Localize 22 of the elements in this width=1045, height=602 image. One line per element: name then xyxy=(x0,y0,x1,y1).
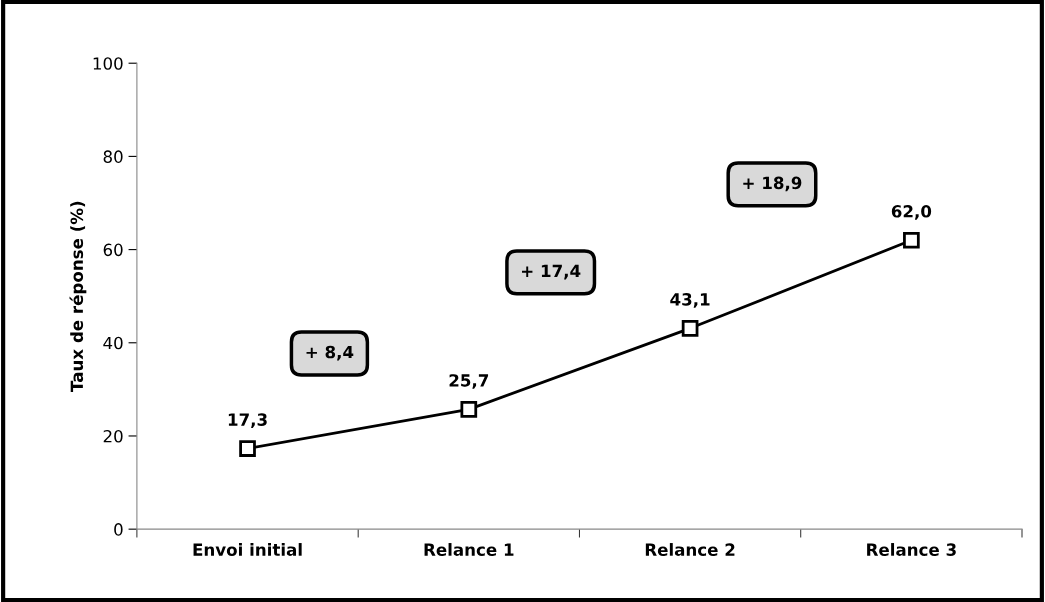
y-tick-label: 100 xyxy=(93,57,123,70)
x-tick-label: Relance 2 xyxy=(645,543,735,556)
annotation: + 18,9 xyxy=(743,176,802,192)
y-tick-label: 20 xyxy=(103,429,123,443)
point xyxy=(460,401,478,418)
x-tick-label: Envoi initial xyxy=(193,543,302,556)
y-axis-title: Taux de réponse (%) xyxy=(69,201,87,392)
y-tick-label: 0 xyxy=(114,523,123,536)
data-label: 62,0 xyxy=(891,204,932,220)
data-label: 17,3 xyxy=(228,413,267,429)
y-tick-label: 80 xyxy=(103,150,123,163)
data-label: 43,1 xyxy=(670,293,710,308)
x-tick-label: Relance 1 xyxy=(424,543,514,556)
point xyxy=(239,440,256,457)
data-label: 25,7 xyxy=(449,374,489,389)
annotation: + 8,4 xyxy=(306,345,354,361)
y-tick-label: 40 xyxy=(103,336,123,350)
point xyxy=(681,320,699,337)
annotation: + 17,4 xyxy=(522,264,581,280)
x-tick-label: Relance 3 xyxy=(867,543,956,556)
point xyxy=(903,231,920,249)
y-tick-label: 60 xyxy=(103,243,123,257)
